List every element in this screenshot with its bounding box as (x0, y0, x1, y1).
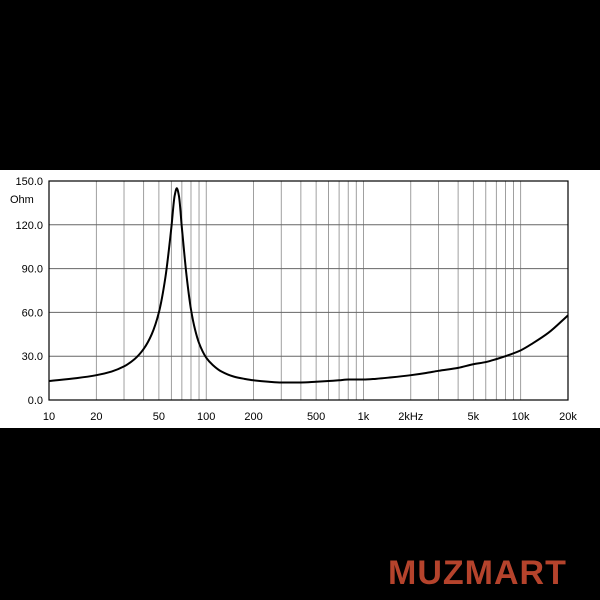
impedance-chart: 0.0 30.0 60.0 90.0 120.0 150.0 Ohm 10 20 50 100 2… (10, 176, 577, 423)
x-tick-label: 20k (559, 411, 577, 423)
x-tick-label: 200 (244, 411, 262, 423)
y-tick-label: 60.0 (22, 307, 43, 319)
muzmart-logo: MUZMART (388, 554, 567, 592)
y-tick-label: 120.0 (15, 220, 43, 232)
impedance-curve (48, 187, 569, 384)
plot-border (48, 180, 569, 401)
grid-lines (49, 181, 568, 400)
x-tick-label: 50 (153, 411, 165, 423)
y-tick-label: 0.0 (28, 395, 43, 407)
x-axis-tick-labels: 10 20 50 100 200 500 1k 2kHz 5k 10k 20k (43, 411, 577, 423)
impedance-chart-panel: 0.0 30.0 60.0 90.0 120.0 150.0 Ohm 10 20 50 100 2… (0, 170, 600, 428)
x-tick-label: 100 (197, 411, 215, 423)
x-tick-label: 2kHz (398, 411, 423, 423)
x-tick-label: 10 (43, 411, 55, 423)
x-tick-label: 500 (307, 411, 325, 423)
x-tick-label: 5k (468, 411, 480, 423)
y-axis-unit: Ohm (10, 194, 34, 206)
x-tick-label: 20 (90, 411, 102, 423)
x-tick-label: 10k (512, 411, 530, 423)
y-axis-tick-labels: 0.0 30.0 60.0 90.0 120.0 150.0 (15, 176, 43, 407)
y-tick-label: 30.0 (22, 351, 43, 363)
y-tick-label: 150.0 (15, 176, 43, 188)
y-tick-label: 90.0 (22, 264, 43, 276)
x-tick-label: 1k (358, 411, 370, 423)
